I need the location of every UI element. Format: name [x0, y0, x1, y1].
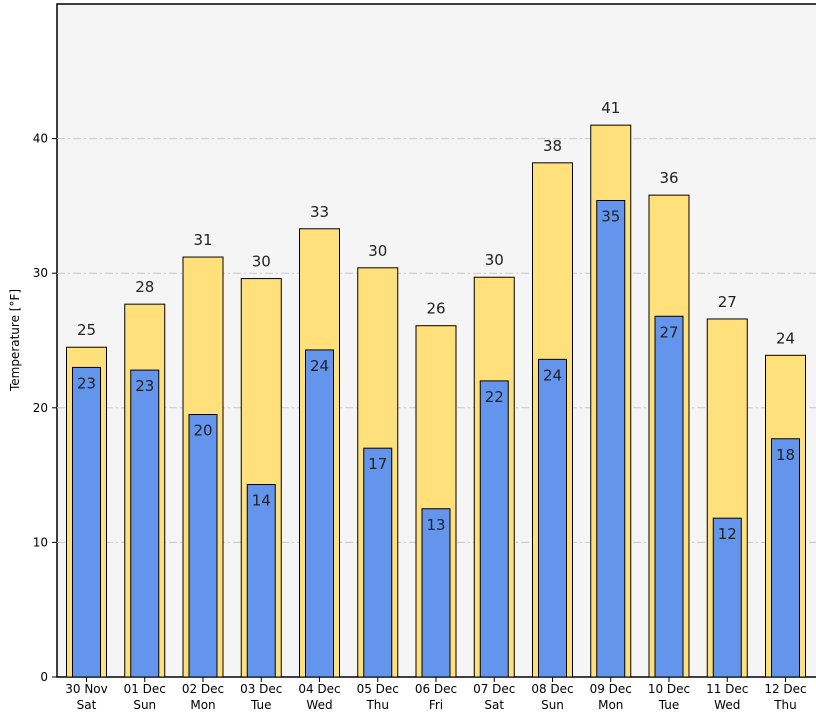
x-tick-label-date: 11 Dec — [706, 682, 748, 696]
bar-back-label: 27 — [718, 293, 737, 311]
y-tick-label: 40 — [33, 132, 48, 146]
bar-front — [72, 366, 101, 678]
bar-front-label: 27 — [659, 323, 678, 341]
x-tick-label-day: Thu — [365, 698, 389, 712]
x-tick-label-date: 04 Dec — [298, 682, 340, 696]
x-tick-label-day: Sun — [133, 698, 156, 712]
bar-front — [538, 358, 567, 678]
bar-front-label: 24 — [543, 366, 562, 384]
bars — [66, 124, 806, 678]
x-tick-label-day: Wed — [306, 698, 332, 712]
y-tick-label: 20 — [33, 401, 48, 415]
bar-back-label: 31 — [193, 231, 212, 249]
bar-front — [596, 200, 626, 678]
bar-front-label: 22 — [485, 388, 504, 406]
bar-back-label: 26 — [426, 300, 445, 318]
bar-front-label: 17 — [368, 455, 387, 473]
bar-front-label: 24 — [310, 357, 329, 375]
bar-front-label: 20 — [193, 422, 212, 440]
x-tick-label-day: Sun — [541, 698, 564, 712]
bar-back-label: 38 — [543, 137, 562, 155]
x-tick-label-day: Wed — [714, 698, 740, 712]
x-tick-label-day: Tue — [658, 698, 680, 712]
x-axis: 30 Nov Sat 01 Dec Sun 02 Dec Mon 03 Dec Tue 04 D… — [65, 677, 807, 712]
x-tick-label-date: 02 Dec — [182, 682, 224, 696]
x-tick-label-day: Fri — [429, 698, 443, 712]
y-tick-label: 10 — [33, 535, 48, 549]
y-tick-label: 0 — [40, 670, 48, 684]
x-tick-label-date: 12 Dec — [764, 682, 806, 696]
bar-back-label: 24 — [776, 329, 795, 347]
x-tick-label-date: 06 Dec — [415, 682, 457, 696]
bar-front — [771, 438, 800, 678]
bar-front — [654, 315, 684, 678]
x-tick-label-day: Sat — [77, 698, 97, 712]
bar-front-label: 13 — [426, 516, 445, 534]
y-axis-label: Temperature [°F] — [8, 289, 22, 392]
bar-front-label: 14 — [252, 492, 271, 510]
x-tick-label-day: Thu — [773, 698, 797, 712]
x-tick-label-date: 07 Dec — [473, 682, 515, 696]
bar-back-label: 36 — [659, 169, 678, 187]
bar-front — [188, 414, 218, 678]
x-tick-label-date: 05 Dec — [357, 682, 399, 696]
bar-back-label: 28 — [135, 278, 154, 296]
x-tick-label-date: 09 Dec — [590, 682, 632, 696]
x-tick-label-date: 01 Dec — [124, 682, 166, 696]
bar-labels: 25 23 28 23 31 20 30 14 33 24 30 17 26 13 30 22 38 24 41 35… — [77, 99, 795, 543]
bar-back-label: 30 — [368, 242, 387, 260]
bar-front — [421, 508, 451, 678]
bar-front-label: 12 — [718, 525, 737, 543]
bar-back-label: 33 — [310, 203, 329, 221]
bar-front-label: 23 — [77, 374, 96, 392]
x-tick-label-date: 10 Dec — [648, 682, 690, 696]
bar-front — [305, 349, 334, 678]
x-tick-label-day: Mon — [598, 698, 623, 712]
bar-front-label: 23 — [135, 377, 154, 395]
x-tick-label-date: 08 Dec — [531, 682, 573, 696]
x-tick-label-day: Mon — [190, 698, 215, 712]
x-tick-label-date: 03 Dec — [240, 682, 282, 696]
y-tick-label: 30 — [33, 266, 48, 280]
bar-front — [246, 484, 276, 678]
bar-front — [130, 369, 160, 678]
x-tick-label-date: 30 Nov — [65, 682, 108, 696]
x-tick-label-day: Sat — [484, 698, 504, 712]
bar-back-label: 30 — [252, 253, 271, 271]
bar-back-label: 41 — [601, 99, 620, 117]
bar-front-label: 35 — [601, 208, 620, 226]
bar-front — [363, 447, 393, 678]
bar-back-label: 25 — [77, 321, 96, 339]
x-tick-label-day: Tue — [250, 698, 272, 712]
bar-front — [479, 380, 509, 678]
bar-front-label: 18 — [776, 446, 795, 464]
bar-back-label: 30 — [485, 251, 504, 269]
y-axis: 0 10 20 30 40 — [33, 132, 57, 684]
